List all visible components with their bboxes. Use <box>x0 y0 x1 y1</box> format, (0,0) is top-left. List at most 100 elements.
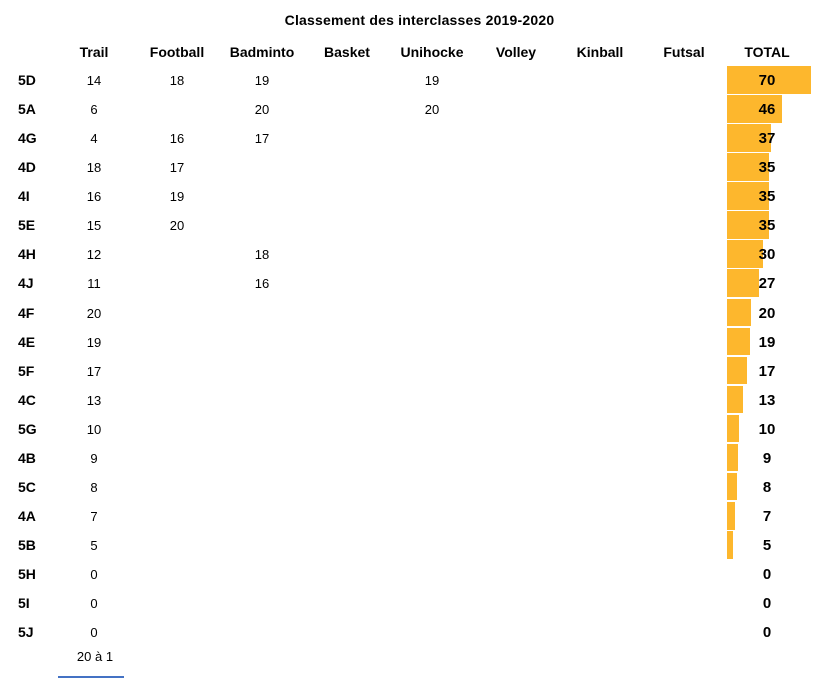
total-bar <box>727 124 772 152</box>
row-label: 4F <box>18 304 35 321</box>
chart-title: Classement des interclasses 2019-2020 <box>284 12 555 28</box>
cell-value: 20 <box>424 102 440 118</box>
total-bar <box>727 414 739 443</box>
total-value: 35 <box>758 188 776 206</box>
total-value: 9 <box>762 449 772 467</box>
cell-value: 17 <box>86 363 102 379</box>
total-bar <box>727 182 769 210</box>
cell-value: 0 <box>90 596 98 612</box>
row-label: 4D <box>18 159 36 176</box>
cell-value: 0 <box>90 625 98 641</box>
cell-value: 13 <box>86 392 102 408</box>
cell-value: 10 <box>86 421 102 437</box>
total-value: 10 <box>758 420 776 438</box>
cell-value: 0 <box>90 567 98 583</box>
total-bar <box>727 531 733 559</box>
row-label: 5C <box>18 478 36 495</box>
total-value: 0 <box>762 624 772 642</box>
total-value: 8 <box>762 478 772 496</box>
cell-value: 11 <box>87 276 101 292</box>
total-value: 0 <box>762 566 772 584</box>
cell-value: 20 <box>169 218 185 234</box>
row-label: 5B <box>18 537 36 554</box>
total-bar <box>727 443 738 472</box>
total-value: 30 <box>758 246 776 264</box>
column-header-total: TOTAL <box>744 44 790 60</box>
column-header-kinball: Kinball <box>576 44 624 60</box>
cell-value: 18 <box>169 73 185 88</box>
cell-value: 12 <box>86 247 102 263</box>
cell-value: 7 <box>90 509 98 525</box>
total-value: 37 <box>758 130 776 148</box>
total-value: 17 <box>758 362 776 380</box>
total-bar <box>727 327 750 356</box>
cell-value: 16 <box>169 131 185 147</box>
cell-value: 17 <box>254 131 270 147</box>
row-label: 5I <box>18 595 30 612</box>
total-value: 35 <box>758 159 776 177</box>
row-label: 5D <box>18 72 36 88</box>
column-header-volley: Volley <box>495 44 537 60</box>
total-value: 19 <box>758 333 776 351</box>
footer-underline <box>58 676 124 678</box>
cell-value: 9 <box>90 450 98 466</box>
total-bar <box>727 298 751 327</box>
column-header-futsal: Futsal <box>663 44 705 60</box>
total-value: 0 <box>762 595 772 613</box>
cell-value: 15 <box>86 218 102 234</box>
column-header-badminto: Badminto <box>229 44 295 60</box>
total-value: 46 <box>758 101 776 119</box>
total-bar <box>727 502 736 530</box>
column-header-unihocke: Unihocke <box>400 44 464 60</box>
row-label: 4E <box>18 333 36 350</box>
total-value: 20 <box>758 304 776 322</box>
total-value: 7 <box>762 508 772 526</box>
cell-value: 6 <box>90 102 98 118</box>
row-label: 5A <box>18 101 36 118</box>
total-value: 13 <box>758 391 776 409</box>
total-value: 5 <box>762 537 772 555</box>
row-label: 4H <box>18 246 36 263</box>
cell-value: 5 <box>90 538 98 554</box>
total-bar <box>727 240 763 268</box>
total-bar <box>727 66 811 94</box>
total-bar <box>727 269 760 297</box>
row-label: 4J <box>18 275 34 292</box>
cell-value: 17 <box>169 160 185 176</box>
row-label: 4G <box>18 130 37 147</box>
cell-value: 19 <box>169 189 185 205</box>
total-value: 35 <box>758 217 776 235</box>
total-bar <box>727 385 743 414</box>
footer-scale-note: 20 à 1 <box>76 649 114 665</box>
total-bar <box>727 95 783 123</box>
row-label: 4A <box>18 508 36 525</box>
total-bar <box>727 211 769 239</box>
total-value: 70 <box>758 72 776 89</box>
cell-value: 18 <box>254 247 270 263</box>
total-value: 27 <box>758 275 776 293</box>
column-header-football: Football <box>149 44 205 60</box>
row-label: 5H <box>18 566 36 583</box>
column-header-trail: Trail <box>79 44 109 60</box>
column-header-basket: Basket <box>324 44 370 60</box>
row-label: 4C <box>18 391 36 408</box>
row-label: 5E <box>18 217 36 234</box>
row-label: 5J <box>18 624 34 641</box>
cell-value: 16 <box>254 276 270 292</box>
total-bar <box>727 356 748 385</box>
cell-value: 20 <box>254 102 270 118</box>
cell-value: 16 <box>86 189 102 205</box>
row-label: 5F <box>18 362 35 379</box>
row-label: 4I <box>18 188 30 205</box>
cell-value: 19 <box>254 73 270 88</box>
total-bar <box>727 472 737 501</box>
cell-value: 19 <box>424 73 440 88</box>
row-label: 5G <box>18 420 37 437</box>
cell-value: 4 <box>90 131 98 147</box>
cell-value: 18 <box>86 160 102 176</box>
total-bar <box>727 153 769 181</box>
cell-value: 19 <box>86 334 102 350</box>
cell-value: 14 <box>86 73 102 88</box>
cell-value: 8 <box>90 479 98 495</box>
